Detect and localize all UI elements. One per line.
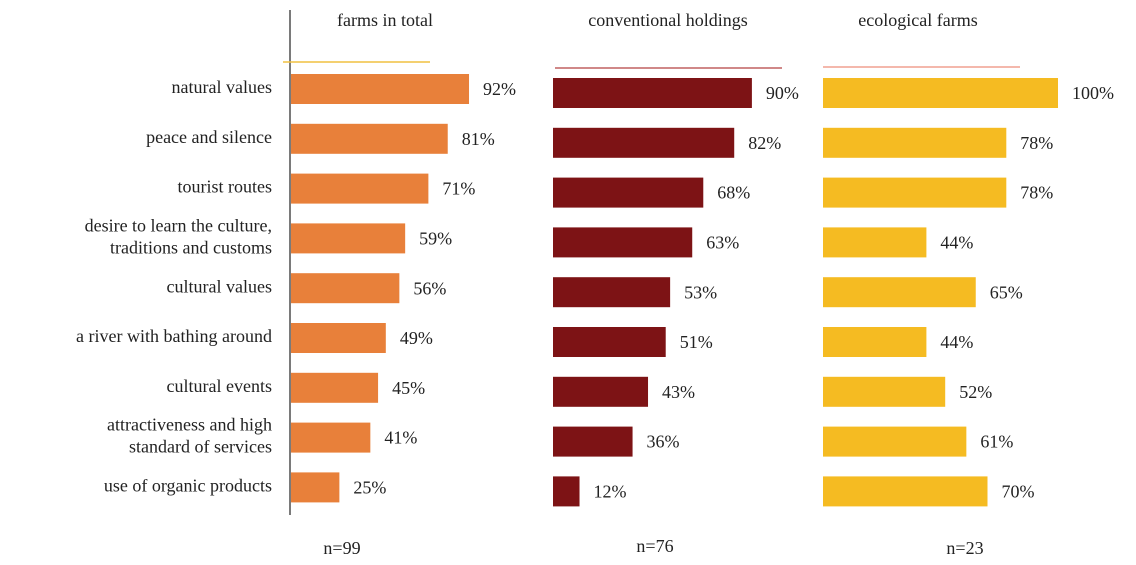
value-label: 25%: [353, 478, 386, 498]
panel-title: farms in total: [337, 10, 433, 30]
bar: [291, 74, 470, 104]
bar: [291, 273, 400, 304]
value-label: 68%: [717, 183, 750, 203]
value-label: 78%: [1020, 183, 1053, 203]
value-label: 71%: [442, 179, 475, 199]
bar: [823, 227, 927, 258]
category-label: standard of services: [129, 437, 272, 457]
bar: [291, 123, 448, 154]
value-label: 41%: [384, 428, 417, 448]
value-label: 43%: [662, 382, 695, 402]
value-label: 90%: [766, 83, 799, 103]
bar: [823, 376, 946, 407]
bar: [291, 323, 386, 353]
bar: [553, 227, 693, 258]
value-label: 44%: [940, 332, 973, 352]
value-label: 52%: [959, 382, 992, 402]
bar: [553, 327, 666, 357]
bar: [291, 472, 340, 503]
value-label: 82%: [748, 133, 781, 153]
category-label: a river with bathing around: [76, 326, 272, 346]
category-label: natural values: [172, 77, 272, 97]
bar: [553, 426, 633, 457]
bar: [553, 177, 704, 208]
bar: [291, 372, 379, 403]
bar: [553, 78, 752, 108]
bar: [823, 127, 1007, 158]
bar: [823, 327, 927, 357]
category-label: use of organic products: [104, 476, 272, 496]
category-label: peace and silence: [146, 127, 272, 147]
bar: [291, 422, 371, 453]
value-label: 56%: [413, 278, 446, 298]
bar: [291, 173, 429, 204]
sample-size: n=99: [323, 538, 360, 558]
bar: [823, 78, 1058, 108]
bar: [823, 177, 1007, 208]
value-label: 78%: [1020, 133, 1053, 153]
sample-size: n=76: [636, 536, 673, 556]
value-label: 12%: [594, 482, 627, 502]
category-label: cultural values: [167, 276, 272, 296]
sample-size: n=23: [946, 538, 983, 558]
category-label: attractiveness and high: [107, 415, 272, 435]
category-label: tourist routes: [178, 177, 273, 197]
category-label: traditions and customs: [110, 238, 272, 258]
value-label: 49%: [400, 328, 433, 348]
panel-title: conventional holdings: [588, 10, 747, 30]
bar: [553, 277, 671, 308]
value-label: 92%: [483, 79, 516, 99]
bar: [553, 127, 735, 158]
value-label: 51%: [680, 332, 713, 352]
value-label: 65%: [990, 282, 1023, 302]
bar: [553, 376, 649, 407]
value-label: 63%: [706, 233, 739, 253]
value-label: 53%: [684, 282, 717, 302]
value-label: 70%: [1002, 482, 1035, 502]
value-label: 44%: [940, 233, 973, 253]
bar: [823, 476, 988, 507]
category-label: cultural events: [167, 376, 272, 396]
bar: [823, 277, 976, 308]
panel-title: ecological farms: [858, 10, 977, 30]
bar: [823, 426, 967, 457]
category-label: desire to learn the culture,: [85, 216, 272, 236]
bar: [553, 476, 580, 507]
value-label: 45%: [392, 378, 425, 398]
value-label: 36%: [647, 432, 680, 452]
bar: [291, 223, 406, 254]
value-label: 81%: [462, 129, 495, 149]
value-label: 59%: [419, 229, 452, 249]
value-label: 100%: [1072, 83, 1114, 103]
value-label: 61%: [980, 432, 1013, 452]
